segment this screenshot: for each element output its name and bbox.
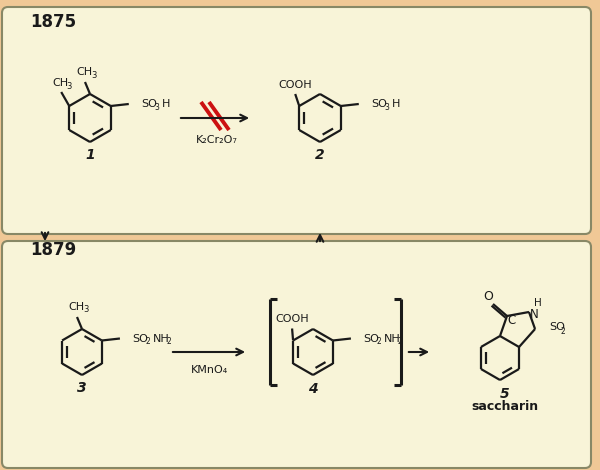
Text: 2: 2 <box>315 148 325 162</box>
Text: 3: 3 <box>77 381 87 395</box>
FancyBboxPatch shape <box>2 241 591 468</box>
Text: NH: NH <box>384 334 401 344</box>
Text: CH: CH <box>52 78 68 88</box>
Text: 3: 3 <box>67 81 72 91</box>
Text: 2: 2 <box>377 337 381 346</box>
Text: 2: 2 <box>146 337 150 346</box>
FancyBboxPatch shape <box>2 7 591 234</box>
Text: SO: SO <box>141 99 157 109</box>
Text: N: N <box>530 308 538 321</box>
Text: KMnO₄: KMnO₄ <box>190 365 227 375</box>
Text: H: H <box>162 99 170 109</box>
Text: 1875: 1875 <box>30 13 76 31</box>
Text: 2: 2 <box>167 337 171 346</box>
Text: 2: 2 <box>398 337 402 346</box>
Text: H: H <box>534 298 542 308</box>
Text: 2: 2 <box>560 327 565 336</box>
Text: CH: CH <box>68 302 84 312</box>
Text: CH: CH <box>76 67 92 77</box>
Text: saccharin: saccharin <box>472 400 539 413</box>
Text: K₂Cr₂O₇: K₂Cr₂O₇ <box>196 135 238 145</box>
Text: O: O <box>483 290 493 304</box>
Text: H: H <box>392 99 400 109</box>
Text: 3: 3 <box>385 102 389 111</box>
Text: C: C <box>508 313 516 327</box>
Text: 5: 5 <box>500 387 510 401</box>
Text: COOH: COOH <box>275 314 309 324</box>
Text: 3: 3 <box>91 70 97 79</box>
Text: 1879: 1879 <box>30 241 76 259</box>
Text: 3: 3 <box>83 306 89 314</box>
Text: SO: SO <box>132 334 148 344</box>
Text: SO: SO <box>363 334 379 344</box>
Text: 3: 3 <box>154 102 159 111</box>
Text: 1: 1 <box>85 148 95 162</box>
Text: SO: SO <box>549 322 565 332</box>
Text: NH: NH <box>153 334 170 344</box>
Text: SO: SO <box>371 99 386 109</box>
Text: COOH: COOH <box>278 80 312 90</box>
Text: 4: 4 <box>308 382 318 396</box>
